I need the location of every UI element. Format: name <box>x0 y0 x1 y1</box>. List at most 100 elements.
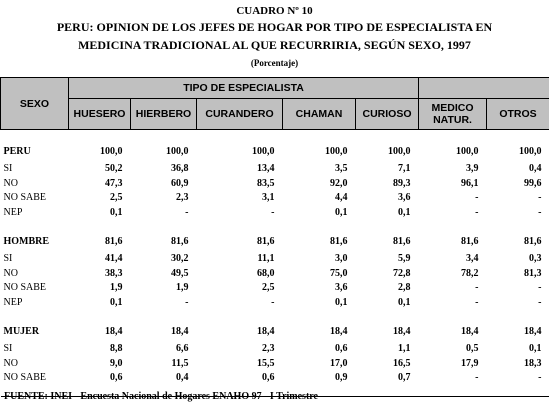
group-row: MUJER 18,4 18,4 18,4 18,4 18,4 18,4 18,4 <box>1 310 549 342</box>
group-label: MUJER <box>3 326 40 337</box>
cell: 0,1 <box>398 296 411 308</box>
row-label: NEP <box>3 206 23 218</box>
cell: 75,0 <box>330 267 348 279</box>
cell: 18,3 <box>524 357 542 369</box>
cell: 100,0 <box>252 146 275 157</box>
table-end <box>0 385 549 397</box>
data-row: NO 38,3 49,5 68,0 75,0 72,8 78,2 81,3 <box>1 267 549 282</box>
cell: 41,4 <box>105 253 123 264</box>
cell: 0,1 <box>335 296 348 308</box>
cell: - <box>538 282 542 293</box>
cell: 96,1 <box>461 177 479 189</box>
cell: 3,4 <box>466 253 479 264</box>
cell: - <box>538 372 542 383</box>
cell: 68,0 <box>257 267 275 279</box>
cell: 0,9 <box>335 372 348 383</box>
cell: 18,4 <box>171 326 189 337</box>
cell: 11,5 <box>171 357 189 369</box>
group-row: PERU 100,0 100,0 100,0 100,0 100,0 100,0 100,0 <box>1 130 549 163</box>
data-row: SI 8,8 6,6 2,3 0,6 1,1 0,5 0,1 <box>1 342 549 357</box>
row-label: SI <box>3 253 13 264</box>
cell: 81,6 <box>393 236 411 247</box>
cell: 1,9 <box>110 282 123 293</box>
header-row: SEXO TIPO DE ESPECIALISTA <box>0 77 549 130</box>
row-label: SI <box>3 163 13 174</box>
group-label: PERU <box>3 146 31 157</box>
header-cell: HUESERO <box>68 98 131 130</box>
group-row: HOMBRE 81,6 81,6 81,6 81,6 81,6 81,6 81,6 <box>1 220 549 252</box>
header-cell: OTROS <box>486 98 549 130</box>
cell: - <box>475 282 479 293</box>
header-cell: TIPO DE ESPECIALISTA <box>67 77 420 99</box>
row-label: NO <box>3 177 18 189</box>
cell: 7,1 <box>398 163 411 174</box>
cell: 0,1 <box>398 206 411 218</box>
cell: 3,0 <box>335 253 348 264</box>
cell: 9,0 <box>110 357 123 369</box>
cell: 99,6 <box>524 177 542 189</box>
header-cell: SEXO <box>0 77 69 130</box>
cell: 100,0 <box>100 146 123 157</box>
cell: 11,1 <box>257 253 275 264</box>
table-rule <box>0 385 549 397</box>
cell: 3,5 <box>335 163 348 174</box>
cell: 3,6 <box>398 192 411 203</box>
title-line: PERU: OPINION DE LOS JEFES DE HOGAR POR … <box>56 20 493 34</box>
cell: 30,2 <box>171 253 189 264</box>
cell: - <box>538 192 542 203</box>
row-label: NO <box>3 357 18 369</box>
data-row: SI 41,4 30,2 11,1 3,0 5,9 3,4 0,3 <box>1 252 549 267</box>
cell: 15,5 <box>257 357 275 369</box>
cell: 0,6 <box>110 372 123 383</box>
cell: 3,1 <box>262 192 275 203</box>
cell: 17,9 <box>461 357 479 369</box>
group-label: HOMBRE <box>3 236 50 247</box>
data-row: NO SABE 1,9 1,9 2,5 3,6 2,8 - - <box>1 281 549 296</box>
header-cell <box>418 77 549 99</box>
data-row: NO SABE 2,5 2,3 3,1 4,4 3,6 - - <box>1 191 549 206</box>
cell: 0,1 <box>335 206 348 218</box>
cell: 60,9 <box>171 177 189 189</box>
header-cell: MEDICO NATUR. <box>418 98 488 130</box>
cell: - <box>475 206 479 218</box>
header-cell: CURIOSO <box>354 98 420 130</box>
data-row: NO 47,3 60,9 83,5 92,0 89,3 96,1 99,6 <box>1 177 549 192</box>
cell: 0,1 <box>110 296 123 308</box>
cell: - <box>475 192 479 203</box>
row-label: NO SABE <box>3 282 47 293</box>
data-row: NO 9,0 11,5 15,5 17,0 16,5 17,9 18,3 <box>1 357 549 372</box>
cell: - <box>185 296 189 308</box>
cell: 81,6 <box>257 236 275 247</box>
cell: 81,6 <box>330 236 348 247</box>
cell: 18,4 <box>393 326 411 337</box>
cell: 0,1 <box>110 206 123 218</box>
row-label: NO SABE <box>3 192 47 203</box>
data-row: SI 50,2 36,8 13,4 3,5 7,1 3,9 0,4 <box>1 162 549 177</box>
cell: 100,0 <box>388 146 411 157</box>
cell: - <box>475 296 479 308</box>
data-row: NEP 0,1 - - 0,1 0,1 - - <box>1 206 549 221</box>
cell: - <box>185 206 189 218</box>
cell: 72,8 <box>393 267 411 279</box>
cell: 2,5 <box>110 192 123 203</box>
cell: 0,7 <box>398 372 411 383</box>
cell: - <box>271 296 275 308</box>
cell: 81,6 <box>461 236 479 247</box>
cell: 3,6 <box>335 282 348 293</box>
cell: 0,5 <box>466 343 479 354</box>
row-label: NEP <box>3 296 23 308</box>
cell: 4,4 <box>335 192 348 203</box>
header-row: HUESERO HIERBERO CURANDERO CHAMAN CURIOSO MED… <box>1 98 549 130</box>
header-cell: HIERBERO <box>130 98 197 130</box>
cell: 100,0 <box>325 146 348 157</box>
cell: 81,3 <box>524 267 542 279</box>
cell: 17,0 <box>330 357 348 369</box>
cell: 47,3 <box>105 177 123 189</box>
cell: 16,5 <box>393 357 411 369</box>
table: SEXO TIPO DE ESPECIALISTA HUESERO HIERBERO C… <box>0 77 549 397</box>
cell: 100,0 <box>166 146 189 157</box>
data-row: NEP 0,1 - - 0,1 0,1 - - <box>1 296 549 311</box>
cell: 78,2 <box>461 267 479 279</box>
row-label: NO <box>3 267 18 279</box>
